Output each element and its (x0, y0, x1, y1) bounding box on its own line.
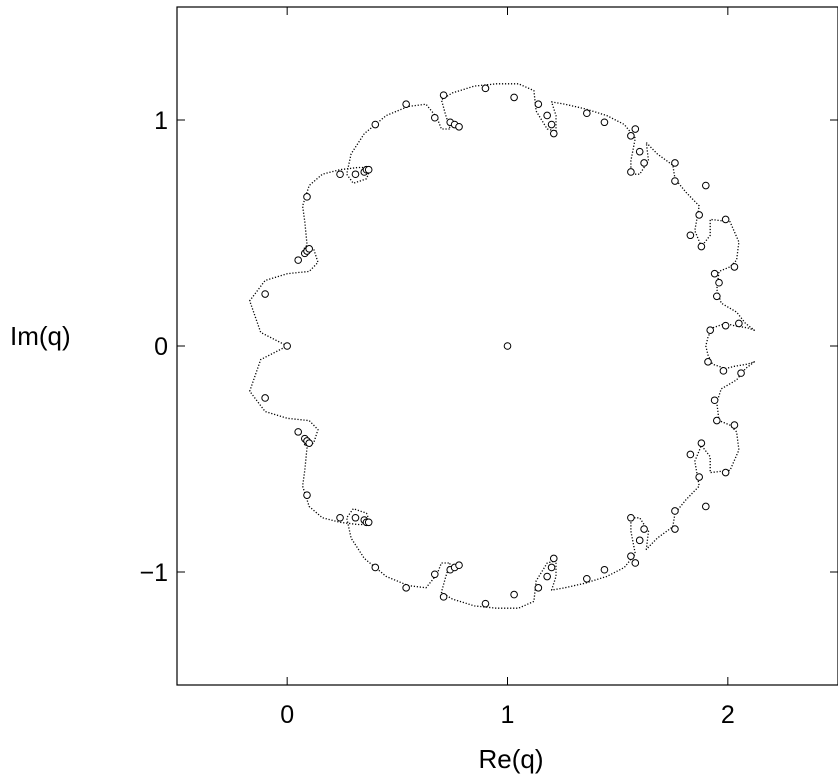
data-point (702, 502, 710, 511)
data-point (640, 525, 648, 533)
data-point (631, 559, 640, 567)
data-point (702, 181, 710, 190)
data-point (627, 132, 635, 140)
data-point (364, 518, 373, 527)
y-axis-label: Im(q) (10, 321, 71, 351)
data-point (402, 584, 410, 592)
y-tick-label: 1 (154, 107, 168, 135)
data-point (481, 84, 490, 93)
data-point (721, 321, 730, 330)
boundary-curve (249, 83, 755, 609)
y-tick-label: −1 (139, 559, 168, 587)
data-point (704, 358, 712, 366)
data-point (671, 525, 679, 533)
data-point (543, 111, 551, 120)
data-point (710, 396, 719, 405)
data-point (671, 159, 679, 167)
data-point (294, 428, 302, 436)
data-point (371, 563, 380, 572)
data-point (631, 125, 640, 133)
x-tick-label: 1 (501, 701, 515, 729)
data-point (583, 574, 591, 583)
data-point (715, 278, 723, 287)
data-point (534, 584, 543, 592)
data-point (635, 536, 644, 545)
data-point (543, 572, 551, 581)
data-point (371, 120, 380, 129)
tick-labels: 0 1 2 1 0 −1 (139, 107, 734, 729)
data-point (439, 593, 448, 601)
data-point (294, 256, 302, 264)
y-tick-label: 0 (154, 333, 168, 361)
data-point (627, 552, 635, 560)
data-point (697, 439, 706, 447)
data-point (305, 245, 314, 253)
data-point (503, 342, 512, 350)
data-point (481, 599, 490, 608)
data-point (583, 109, 591, 118)
data-point (455, 561, 463, 570)
data-point (547, 120, 556, 129)
data-point (439, 91, 448, 99)
data-point (261, 290, 269, 298)
x-tick-label: 2 (721, 701, 735, 729)
data-point (430, 570, 439, 579)
zeros-series (261, 84, 745, 608)
data-point (364, 165, 373, 174)
data-point (737, 369, 745, 377)
data-point (510, 590, 518, 599)
data-point (303, 193, 311, 201)
x-axis-label: Re(q) (478, 744, 543, 774)
data-point (336, 170, 344, 179)
data-point (735, 319, 743, 328)
data-point (534, 100, 543, 108)
data-point (430, 113, 439, 122)
x-tick-label: 0 (280, 701, 294, 729)
data-point (697, 242, 706, 251)
data-point (695, 211, 703, 219)
data-point (510, 93, 518, 102)
data-point (402, 100, 410, 108)
data-point (303, 491, 311, 499)
data-point (671, 507, 679, 515)
data-point (719, 367, 728, 375)
data-point (627, 513, 635, 522)
data-point (600, 118, 609, 127)
data-point (351, 513, 360, 522)
data-point (730, 263, 739, 271)
data-point (305, 439, 314, 447)
data-point (336, 513, 344, 522)
data-point (706, 326, 715, 334)
data-point (549, 554, 558, 563)
data-point (627, 168, 635, 176)
data-point (730, 421, 739, 429)
data-point (671, 177, 679, 185)
data-point (713, 292, 721, 301)
data-point (283, 342, 291, 350)
axis-ticks (177, 7, 838, 685)
data-point (549, 129, 558, 138)
data-point (455, 122, 463, 131)
data-point (600, 565, 609, 574)
data-point (686, 231, 695, 240)
data-point (686, 450, 695, 459)
curve-line (249, 83, 755, 609)
data-point (695, 473, 703, 481)
data-point (261, 394, 269, 402)
data-point (710, 269, 719, 278)
data-point (635, 147, 644, 156)
data-point (547, 563, 556, 572)
data-point (713, 416, 721, 425)
data-point (721, 468, 730, 477)
data-point (640, 159, 648, 167)
data-point (721, 215, 730, 224)
data-point (351, 170, 360, 179)
